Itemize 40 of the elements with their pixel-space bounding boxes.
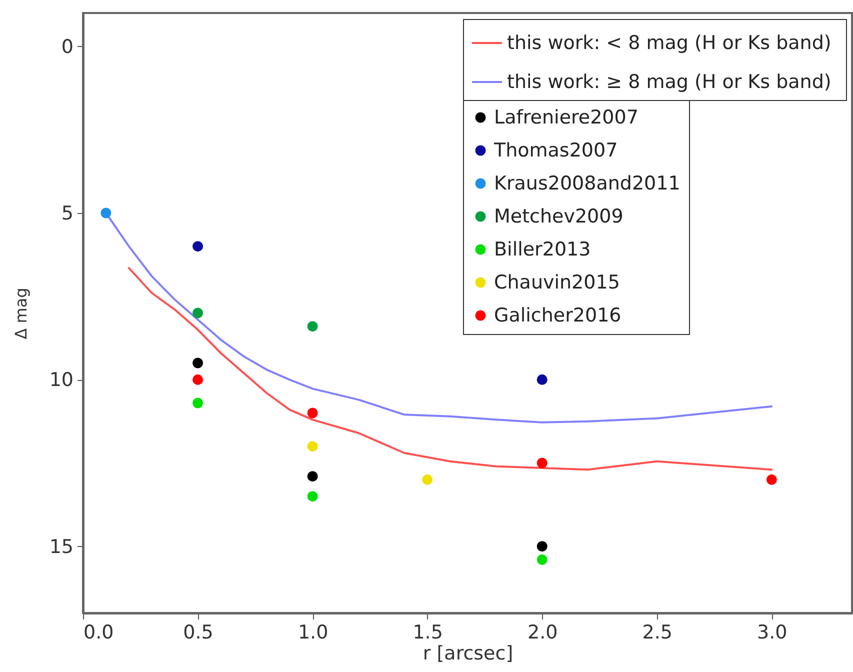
point [536, 554, 548, 565]
point [192, 398, 204, 408]
point [192, 358, 204, 368]
point [307, 491, 318, 502]
legend-label: Biller2013 [494, 238, 591, 260]
point [536, 374, 548, 385]
line-series [128, 267, 773, 471]
point [422, 474, 433, 485]
point [536, 541, 548, 552]
point [307, 321, 318, 332]
x-tick-label: 0.5 [183, 622, 214, 644]
point [536, 458, 548, 468]
point [307, 471, 318, 482]
legend-label: Lafreniere2007 [494, 106, 638, 128]
point [100, 208, 112, 218]
x-tick-label: 0.0 [84, 622, 114, 644]
point [766, 474, 777, 485]
x-axis-title: r [arcsec] [422, 642, 514, 664]
point [192, 308, 204, 318]
legend-label: Galicher2016 [494, 304, 622, 326]
point [192, 241, 204, 252]
y-tick-label: 15 [49, 536, 74, 558]
legend-label: Thomas2007 [493, 140, 618, 162]
legend-label: Metchev2009 [494, 206, 624, 228]
x-tick-label: 1.0 [298, 622, 328, 644]
y-tick-label: 5 [61, 202, 74, 224]
point [192, 374, 204, 385]
x-tick-label: 2.0 [527, 622, 558, 644]
legend-label: this work: < 8 mag (H or Ks band) [507, 32, 832, 54]
point [307, 441, 318, 452]
point [307, 408, 318, 418]
y-tick-label: 10 [49, 369, 74, 392]
y-tick-label: 0 [61, 36, 74, 58]
legend-label: Chauvin2015 [494, 272, 620, 294]
x-tick-label: 1.5 [412, 622, 443, 644]
legend-label: Kraus2008and2011 [494, 172, 680, 194]
x-tick-label: 3.0 [757, 622, 788, 644]
legend-label: this work: ≥ 8 mag (H or Ks band) [507, 71, 832, 93]
y-axis-title: Δ mag [11, 288, 30, 340]
x-tick-label: 2.5 [642, 622, 672, 644]
